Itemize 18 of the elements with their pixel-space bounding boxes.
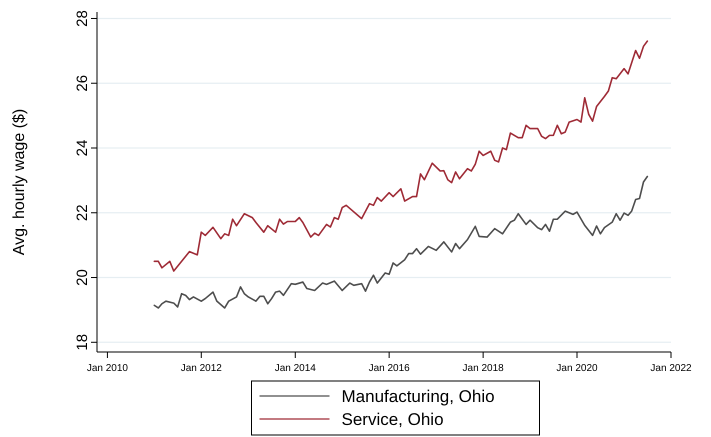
legend-label: Service, Ohio bbox=[342, 410, 444, 429]
y-tick-label: 22 bbox=[74, 204, 91, 222]
y-axis-title: Avg. hourly wage ($) bbox=[11, 108, 28, 256]
x-tick-label: Jan 2012 bbox=[180, 363, 222, 374]
line-series bbox=[154, 40, 648, 272]
x-tick-label: Jan 2010 bbox=[86, 363, 128, 374]
y-tick-label: 20 bbox=[74, 269, 91, 286]
x-tick-label: Jan 2020 bbox=[556, 363, 598, 374]
legend-label: Manufacturing, Ohio bbox=[342, 387, 495, 406]
x-tick-label: Jan 2022 bbox=[650, 363, 692, 374]
y-tick-label: 18 bbox=[74, 334, 91, 351]
line-series bbox=[154, 176, 648, 309]
y-tick-label: 28 bbox=[74, 10, 91, 27]
x-tick-label: Jan 2014 bbox=[274, 363, 316, 374]
y-tick-label: 24 bbox=[74, 140, 91, 156]
y-tick-label: 26 bbox=[74, 74, 91, 92]
x-tick-label: Jan 2018 bbox=[462, 363, 504, 374]
x-tick-label: Jan 2016 bbox=[368, 363, 410, 374]
